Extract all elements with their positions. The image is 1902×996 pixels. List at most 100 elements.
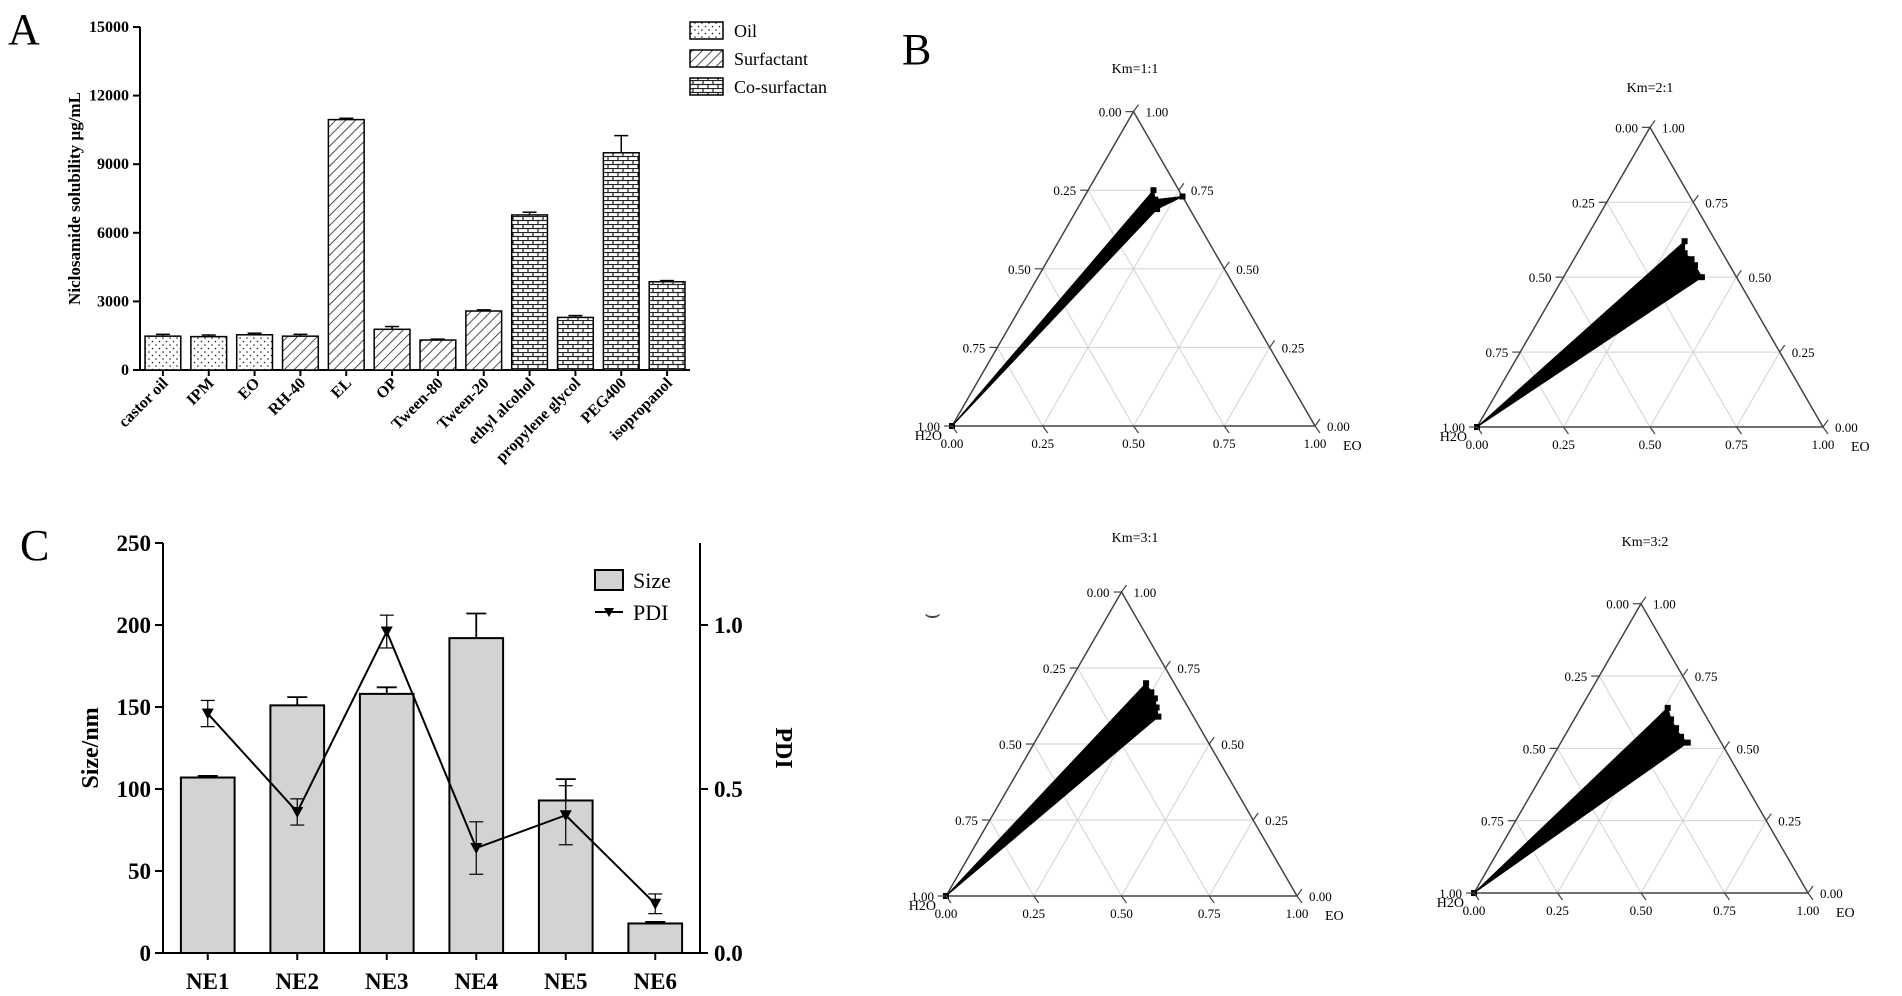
a-bar-10 <box>602 152 640 371</box>
b-tick <box>1692 194 1699 203</box>
b-region-marker <box>1664 704 1671 711</box>
b-region-marker <box>1678 733 1685 740</box>
b-axis-label-left: H2O <box>909 899 936 914</box>
a-y-tick-label: 15000 <box>89 19 129 36</box>
b-tick-label-bottom: 0.25 <box>1546 903 1569 918</box>
b-region <box>1473 706 1689 894</box>
b-tick <box>1822 426 1829 435</box>
b-tick-label-left: 0.50 <box>1008 262 1031 277</box>
b-ternary-2: Km=3:1 0.00 0.00 0.00 0.25 0.25 0.25 0.50 0.50 0.… <box>909 531 1344 924</box>
b-tick <box>1557 892 1563 901</box>
c-y-tick-label: 150 <box>117 695 152 720</box>
b-tick <box>1476 426 1483 435</box>
b-tick <box>1208 736 1215 745</box>
panel-label-c: C <box>20 521 49 570</box>
a-x-tick-label: propylene glycol <box>493 374 585 466</box>
a-y-tick-label: 3000 <box>97 293 129 310</box>
b-tick <box>1822 419 1829 428</box>
b-tick-label-bottom: 1.00 <box>1304 436 1327 451</box>
b-tick-label-bottom: 1.00 <box>1812 437 1835 452</box>
b-tick-label-right: 0.75 <box>1191 183 1214 198</box>
b-region-marker <box>1151 695 1158 702</box>
b-tick-label-left: 0.25 <box>1043 661 1066 676</box>
b-tick-label-right: 1.00 <box>1653 597 1676 612</box>
b-tick <box>945 895 952 904</box>
c-size-bar-3 <box>448 637 505 954</box>
b-tick <box>1724 741 1730 749</box>
b-tick <box>1033 895 1040 904</box>
b-tick-label-right: 1.00 <box>1662 120 1685 135</box>
panel-label-b: B <box>902 25 931 74</box>
b-tick-label-left: 0.25 <box>1053 183 1076 198</box>
b-tick-label-left: 0.75 <box>963 340 986 355</box>
b-subplot-title: Km=3:1 <box>1112 531 1159 546</box>
b-tick <box>951 425 958 434</box>
c-y-axis-label: Size/nm <box>78 707 104 788</box>
b-tick <box>1314 418 1321 427</box>
b-tick-label-right: 1.00 <box>1134 585 1157 600</box>
c-pdi-point-2 <box>380 626 393 638</box>
b-tick <box>1164 660 1171 669</box>
b-tick-label-bottom: 0.75 <box>1198 906 1221 921</box>
a-y-tick-label: 9000 <box>97 156 129 173</box>
b-tick-label-right: 0.50 <box>1737 741 1760 756</box>
a-bar-5 <box>373 328 411 371</box>
c-size-bar-2 <box>358 692 415 954</box>
c-y2-tick-label: 0.5 <box>714 777 743 802</box>
b-axis-label-left: H2O <box>915 429 942 444</box>
b-tick-label-right: 0.75 <box>1705 195 1728 210</box>
c-x-tick-label: NE2 <box>276 969 319 994</box>
b-tick-label-bottom: 0.50 <box>1122 436 1145 451</box>
b-tick-label-bottom: 0.75 <box>1725 437 1748 452</box>
b-tick <box>1682 668 1689 677</box>
b-subplot-title: Km=2:1 <box>1627 81 1674 96</box>
b-tick-label-bottom: 0.25 <box>1031 436 1054 451</box>
b-tick-label-right: 0.00 <box>1327 419 1350 434</box>
b-region-marker <box>1150 187 1157 194</box>
b-grid-line <box>1042 189 1180 427</box>
b-tick <box>1314 425 1321 434</box>
c-legend-size-swatch <box>594 569 624 591</box>
b-tick <box>1736 269 1742 278</box>
b-tick <box>1133 425 1139 434</box>
b-region-marker <box>1684 739 1691 746</box>
a-bar-6 <box>419 339 457 371</box>
a-bar-9 <box>556 316 595 371</box>
a-bar-1 <box>190 335 228 371</box>
a-y-axis-label: Niclosamide solubility µg/mL <box>65 92 84 305</box>
b-region-marker <box>1179 193 1186 200</box>
b-tick <box>1649 426 1656 435</box>
b-region-marker <box>1691 262 1698 269</box>
b-tick-label-bottom: 0.75 <box>1713 903 1736 918</box>
b-tick-label-bottom: 0.25 <box>1552 437 1575 452</box>
a-bar-3 <box>281 335 320 371</box>
b-tick-label-left: 1.00 <box>917 419 940 434</box>
b-tick <box>1649 120 1656 128</box>
a-legend-swatch <box>689 21 724 40</box>
b-tick <box>1252 812 1259 821</box>
b-tick-label-right: 0.25 <box>1792 345 1815 360</box>
b-grid-line <box>1640 748 1725 894</box>
b-grid-line <box>1033 743 1122 897</box>
b-grid-line <box>1606 202 1737 428</box>
b-region-marker <box>1152 196 1159 203</box>
b-grid-line <box>1515 820 1558 894</box>
chart-c: 0 50 100 150 200 250 0.0 0.5 1.0 Size/nm PDI NE1 NE2… <box>78 531 796 994</box>
a-bar-11 <box>648 280 686 371</box>
b-tick-label-right: 0.50 <box>1221 737 1244 752</box>
b-subplot-title: Km=3:2 <box>1622 535 1669 550</box>
a-y-tick-label: 6000 <box>97 225 129 242</box>
c-legend-size-label: Size <box>633 568 671 593</box>
b-region-marker <box>1668 716 1675 723</box>
a-legend-label: Oil <box>734 21 757 41</box>
b-grid-line <box>1077 667 1210 897</box>
b-tick <box>1133 104 1139 112</box>
b-tick-label-left: 1.00 <box>1439 886 1462 901</box>
b-grid-line <box>1519 351 1564 428</box>
c-x-tick-label: NE6 <box>634 969 677 994</box>
a-x-tick-label: IPM <box>184 375 218 409</box>
b-tick-label-right: 0.25 <box>1265 813 1288 828</box>
b-tick-label-left: 0.75 <box>955 813 978 828</box>
b-region-marker <box>1154 206 1161 213</box>
